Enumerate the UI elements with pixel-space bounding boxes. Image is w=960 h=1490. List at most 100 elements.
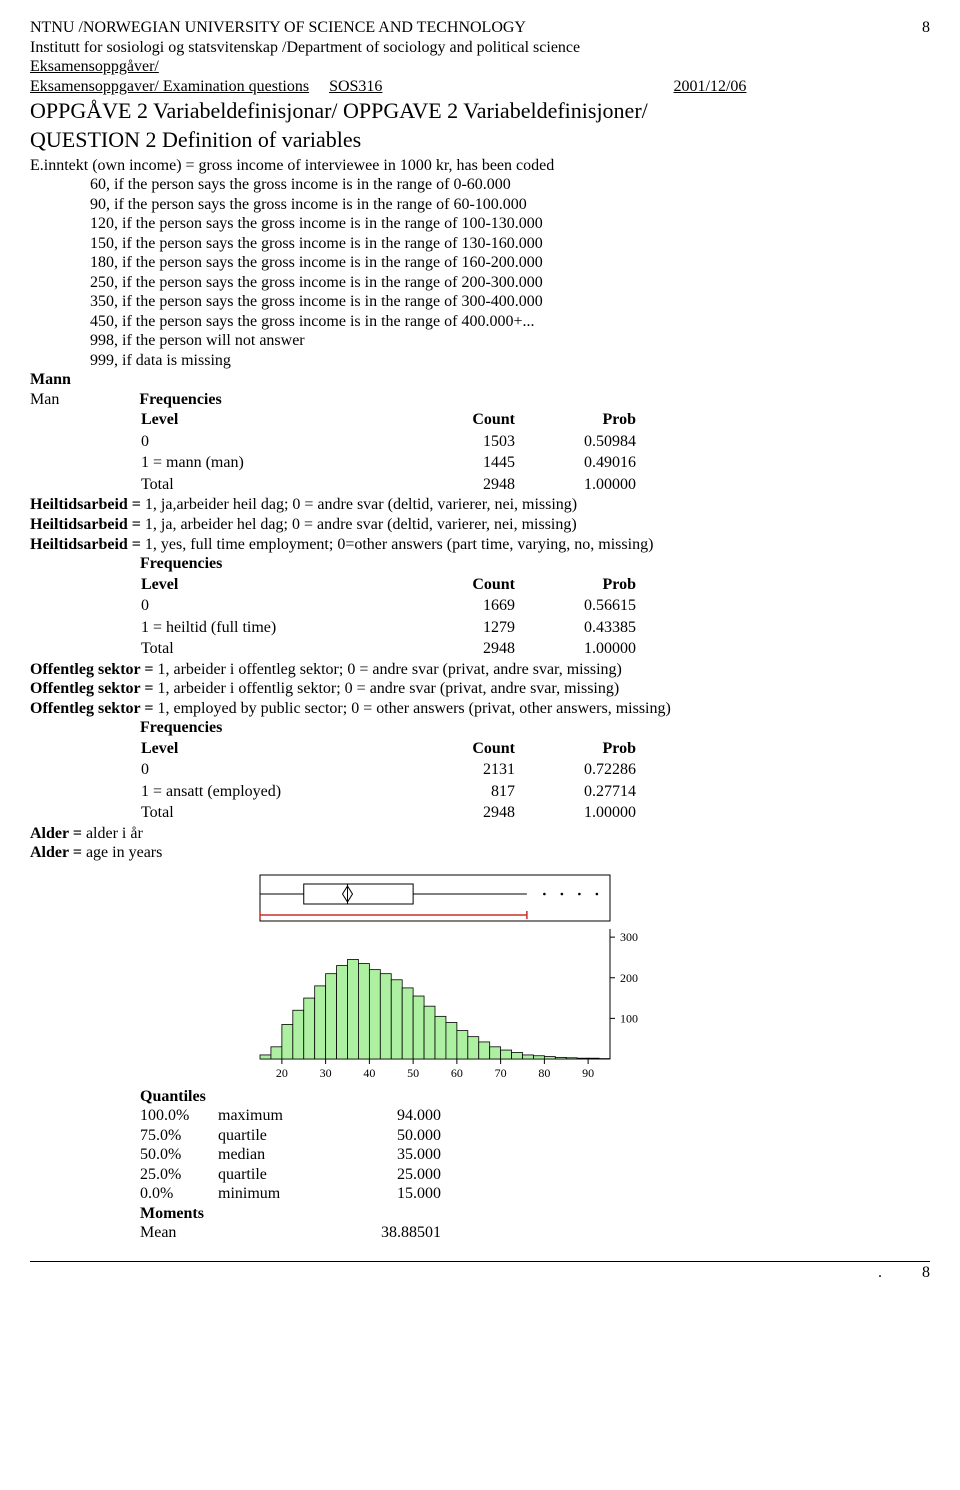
header-line3: Eksamensoppgåver/ <box>30 57 930 77</box>
moment-value: 38.88501 <box>346 1223 449 1243</box>
heiltidsarbeid-defs: Heiltidsarbeid = 1, ja,arbeider heil dag… <box>30 495 930 554</box>
freq-head-prob: Prob <box>545 409 637 431</box>
table-row: 1 = mann (man)14450.49016 <box>140 452 637 474</box>
freq-head-level: Level <box>140 409 402 431</box>
table-row: 50.0%median35.000 <box>140 1145 449 1165</box>
alder-label-1: Alder = <box>30 825 86 842</box>
heiltidsarbeid-def-label: Heiltidsarbeid = <box>30 496 145 513</box>
freq-head-prob: Prob <box>545 574 637 596</box>
heiltidsarbeid-def-text: 1, ja, arbeider hel dag; 0 = andre svar … <box>145 516 577 533</box>
heiltidsarbeid-def: Heiltidsarbeid = 1, yes, full time emplo… <box>30 535 930 555</box>
freq-cell-prob: 0.43385 <box>545 617 637 639</box>
freq-cell-count: 1669 <box>402 595 545 617</box>
alder-label-2: Alder = <box>30 844 86 861</box>
einntekt-item: 60, if the person says the gross income … <box>90 175 930 195</box>
page-number-bottom: 8 <box>922 1263 930 1283</box>
svg-text:200: 200 <box>620 971 638 985</box>
freq-cell-level: 0 <box>140 595 402 617</box>
table-row: 100.0%maximum94.000 <box>140 1106 449 1126</box>
offentleg-def-text: 1, arbeider i offentleg sektor; 0 = andr… <box>157 661 621 678</box>
freq-head-prob: Prob <box>545 738 637 760</box>
header-line4-mid: SOS316 <box>329 78 382 95</box>
quantile-pct: 50.0% <box>140 1145 218 1165</box>
freq-head-level: Level <box>140 574 402 596</box>
page-number-top: 8 <box>890 18 930 38</box>
quantile-val: 15.000 <box>346 1184 449 1204</box>
moments-label: Moments <box>140 1204 930 1224</box>
header-line4-left: Eksamensoppgaver/ Examination questions <box>30 78 309 95</box>
freq-cell-prob: 0.50984 <box>545 431 637 453</box>
svg-text:50: 50 <box>407 1066 419 1079</box>
einntekt-lead: E.inntekt (own income) = gross income of… <box>30 156 930 176</box>
freq-cell-count: 2131 <box>402 759 545 781</box>
question-title-2: QUESTION 2 Definition of variables <box>30 127 930 154</box>
svg-text:100: 100 <box>620 1011 638 1025</box>
header: NTNU /NORWEGIAN UNIVERSITY OF SCIENCE AN… <box>30 18 930 38</box>
offentleg-def-text: 1, employed by public sector; 0 = other … <box>157 700 670 717</box>
einntekt-item: 999, if data is missing <box>90 351 930 371</box>
freq-head-level: Level <box>140 738 402 760</box>
quantile-val: 94.000 <box>346 1106 449 1126</box>
freq-cell-level: Total <box>140 802 402 824</box>
footer-dot: . <box>878 1263 882 1283</box>
quantile-lab: quartile <box>218 1126 346 1146</box>
table-row: 015030.50984 <box>140 431 637 453</box>
freq-cell-level: 1 = heiltid (full time) <box>140 617 402 639</box>
svg-text:70: 70 <box>495 1066 507 1079</box>
heiltidsarbeid-def: Heiltidsarbeid = 1, ja,arbeider heil dag… <box>30 495 930 515</box>
quantile-lab: median <box>218 1145 346 1165</box>
header-line4: Eksamensoppgaver/ Examination questions … <box>30 77 930 97</box>
frequencies-label-3: Frequencies <box>140 718 930 738</box>
svg-text:30: 30 <box>320 1066 332 1079</box>
man-label: Man <box>30 391 59 408</box>
man-row: Man Frequencies <box>30 390 930 410</box>
quantile-val: 50.000 <box>346 1126 449 1146</box>
header-line4-right: 2001/12/06 <box>386 77 746 97</box>
heiltidsarbeid-def-text: 1, yes, full time employment; 0=other an… <box>145 536 653 553</box>
quantiles-label: Quantiles <box>140 1087 930 1107</box>
offentleg-def-label: Offentleg sektor = <box>30 680 157 697</box>
offentleg-def-label: Offentleg sektor = <box>30 700 157 717</box>
freq-cell-level: 1 = ansatt (employed) <box>140 781 402 803</box>
freq-cell-count: 2948 <box>402 638 545 660</box>
footer: . 8 <box>30 1263 930 1283</box>
offentleg-def: Offentleg sektor = 1, arbeider i offentl… <box>30 660 930 680</box>
alder-line2: Alder = age in years <box>30 843 930 863</box>
freq-head-count: Count <box>402 574 545 596</box>
frequencies-label-2: Frequencies <box>140 554 930 574</box>
freq-cell-prob: 1.00000 <box>545 638 637 660</box>
header-line2: Institutt for sosiologi og statsvitenska… <box>30 38 930 58</box>
header-line1: NTNU /NORWEGIAN UNIVERSITY OF SCIENCE AN… <box>30 18 890 38</box>
einntekt-item: 150, if the person says the gross income… <box>90 234 930 254</box>
freq-table-offentleg: LevelCountProb021310.722861 = ansatt (em… <box>140 738 637 824</box>
freq-cell-prob: 0.72286 <box>545 759 637 781</box>
freq-cell-level: Total <box>140 474 402 496</box>
svg-text:20: 20 <box>276 1066 288 1079</box>
quantile-val: 35.000 <box>346 1145 449 1165</box>
svg-text:90: 90 <box>582 1066 594 1079</box>
alder-line1: Alder = alder i år <box>30 824 930 844</box>
einntekt-item: 350, if the person says the gross income… <box>90 292 930 312</box>
freq-cell-level: Total <box>140 638 402 660</box>
freq-table-man: LevelCountProb015030.509841 = mann (man)… <box>140 409 637 495</box>
offentleg-defs: Offentleg sektor = 1, arbeider i offentl… <box>30 660 930 719</box>
table-row: 1 = ansatt (employed)8170.27714 <box>140 781 637 803</box>
svg-text:80: 80 <box>538 1066 550 1079</box>
freq-cell-count: 1279 <box>402 617 545 639</box>
heiltidsarbeid-def-text: 1, ja,arbeider heil dag; 0 = andre svar … <box>145 496 577 513</box>
freq-cell-count: 817 <box>402 781 545 803</box>
quantile-val: 25.000 <box>346 1165 449 1185</box>
table-row: 021310.72286 <box>140 759 637 781</box>
heiltidsarbeid-def-label: Heiltidsarbeid = <box>30 536 145 553</box>
alder-text-1: alder i år <box>86 825 143 842</box>
header-left: NTNU /NORWEGIAN UNIVERSITY OF SCIENCE AN… <box>30 18 890 38</box>
alder-text-2: age in years <box>86 844 162 861</box>
question-title-1: OPPGÅVE 2 Variabeldefinisjonar/ OPPGAVE … <box>30 98 930 125</box>
frequencies-label-1: Frequencies <box>139 391 221 408</box>
freq-cell-count: 2948 <box>402 802 545 824</box>
heiltidsarbeid-def-label: Heiltidsarbeid = <box>30 516 145 533</box>
einntekt-item: 180, if the person says the gross income… <box>90 253 930 273</box>
einntekt-list: 60, if the person says the gross income … <box>30 175 930 370</box>
einntekt-item: 450, if the person says the gross income… <box>90 312 930 332</box>
table-row: Total29481.00000 <box>140 802 637 824</box>
